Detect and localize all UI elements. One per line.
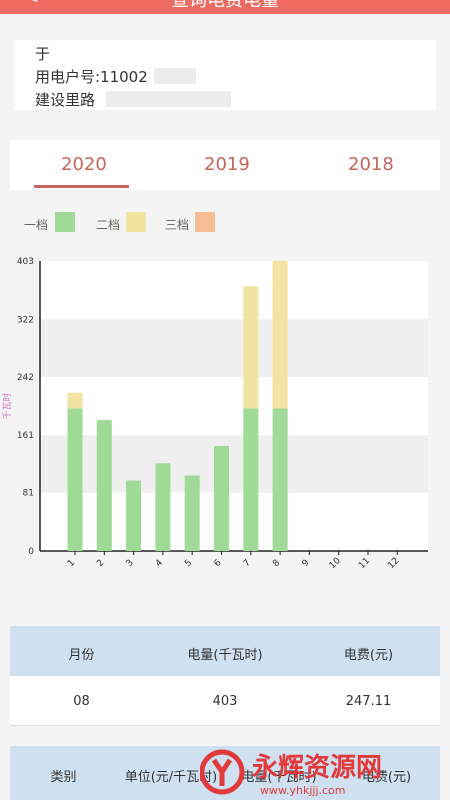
user-name: 于 xyxy=(35,45,51,63)
bar-2-month-1 xyxy=(67,392,83,409)
tab-2018[interactable]: 2018 xyxy=(348,154,394,175)
user-info-card: 于 用电户号:11002 建设里路 xyxy=(14,40,436,110)
y-tick-label: 81 xyxy=(23,489,34,499)
watermark-text: 永辉资源网 xyxy=(252,753,382,783)
user-address: 建设里路 xyxy=(35,91,96,109)
back-arrow-icon[interactable]: < xyxy=(18,0,40,8)
bar-1-month-3 xyxy=(126,480,142,551)
table-header-row: 月份 电量(千瓦时) 电费(元) xyxy=(10,626,440,676)
bar-1-month-2 xyxy=(96,420,112,551)
bar-1-month-1 xyxy=(67,408,83,551)
bar-2-month-8 xyxy=(272,261,288,409)
cell-usage: 403 xyxy=(212,694,238,709)
header-fee: 电费(元) xyxy=(343,648,394,663)
legend-label: 二档 xyxy=(96,218,121,232)
header-tier-fee: 电费(元) xyxy=(361,770,412,785)
bar-2-month-7 xyxy=(243,286,259,409)
tab-2019[interactable]: 2019 xyxy=(204,154,250,175)
x-tick-label: 1 xyxy=(66,558,77,569)
header-month: 月份 xyxy=(68,648,95,663)
x-tick-label: 6 xyxy=(213,558,224,569)
monthly-summary-table: 月份 电量(千瓦时) 电费(元) 08 403 247.11 xyxy=(10,626,440,726)
cell-month: 08 xyxy=(73,694,90,709)
year-tabs: 2020 2019 2018 xyxy=(10,140,440,190)
x-tick-label: 5 xyxy=(183,558,194,569)
bar-1-month-7 xyxy=(243,408,259,551)
x-tick-label: 11 xyxy=(357,556,372,571)
watermark-url: www.yhkjjj.com xyxy=(260,784,346,797)
page-title: 查询电费电量 xyxy=(171,0,279,11)
x-tick-label: 2 xyxy=(95,558,106,569)
y-tick-label: 242 xyxy=(17,373,34,383)
legend-swatch xyxy=(126,212,146,232)
account-number: 用电户号:11002 xyxy=(35,68,148,86)
bar-1-month-5 xyxy=(184,475,200,551)
y-tick-label: 322 xyxy=(17,315,34,325)
tab-2020[interactable]: 2020 xyxy=(61,154,107,175)
cell-fee: 247.11 xyxy=(345,694,392,709)
watermark-logo-icon: 永辉资源网 www.yhkjjj.com xyxy=(199,749,382,797)
bar-1-month-4 xyxy=(155,463,171,551)
header-category: 类别 xyxy=(50,770,77,785)
x-tick-label: 10 xyxy=(328,556,343,571)
active-tab-indicator xyxy=(34,185,129,188)
x-tick-label: 12 xyxy=(386,556,401,571)
y-axis-label: 千瓦时 xyxy=(1,392,13,419)
x-tick-label: 3 xyxy=(125,558,136,569)
y-tick-label: 403 xyxy=(17,257,34,267)
y-tick-label: 161 xyxy=(17,431,34,441)
legend-swatch xyxy=(195,212,215,232)
bar-1-month-6 xyxy=(214,445,229,551)
watermark: 永辉资源网 www.yhkjjj.com xyxy=(199,740,450,800)
table-row: 08 403 247.11 xyxy=(10,676,440,726)
header-tier-usage: 电量(千瓦时) xyxy=(241,770,317,785)
x-tick-label: 4 xyxy=(154,558,165,569)
legend-label: 一档 xyxy=(24,218,49,232)
bar-1-month-8 xyxy=(272,408,288,551)
usage-chart: 一档 二档 三档 0 81 161 242 322 403 千瓦时 1 2 3 4 5 6 7 8 9 10 11… xyxy=(0,200,450,580)
x-tick-label: 7 xyxy=(242,558,253,569)
header-bar: < 查询电费电量 xyxy=(0,0,450,14)
header-unit-price: 单位(元/千瓦时) xyxy=(124,770,218,785)
redacted-block xyxy=(106,91,231,107)
legend-swatch xyxy=(55,212,75,232)
x-tick-label: 9 xyxy=(300,558,311,569)
grid-band xyxy=(40,319,428,377)
header-usage: 电量(千瓦时) xyxy=(187,648,263,663)
legend-label: 三档 xyxy=(165,218,190,232)
x-tick-label: 8 xyxy=(271,558,282,569)
redacted-block xyxy=(154,68,196,84)
y-tick-label: 0 xyxy=(28,547,34,557)
